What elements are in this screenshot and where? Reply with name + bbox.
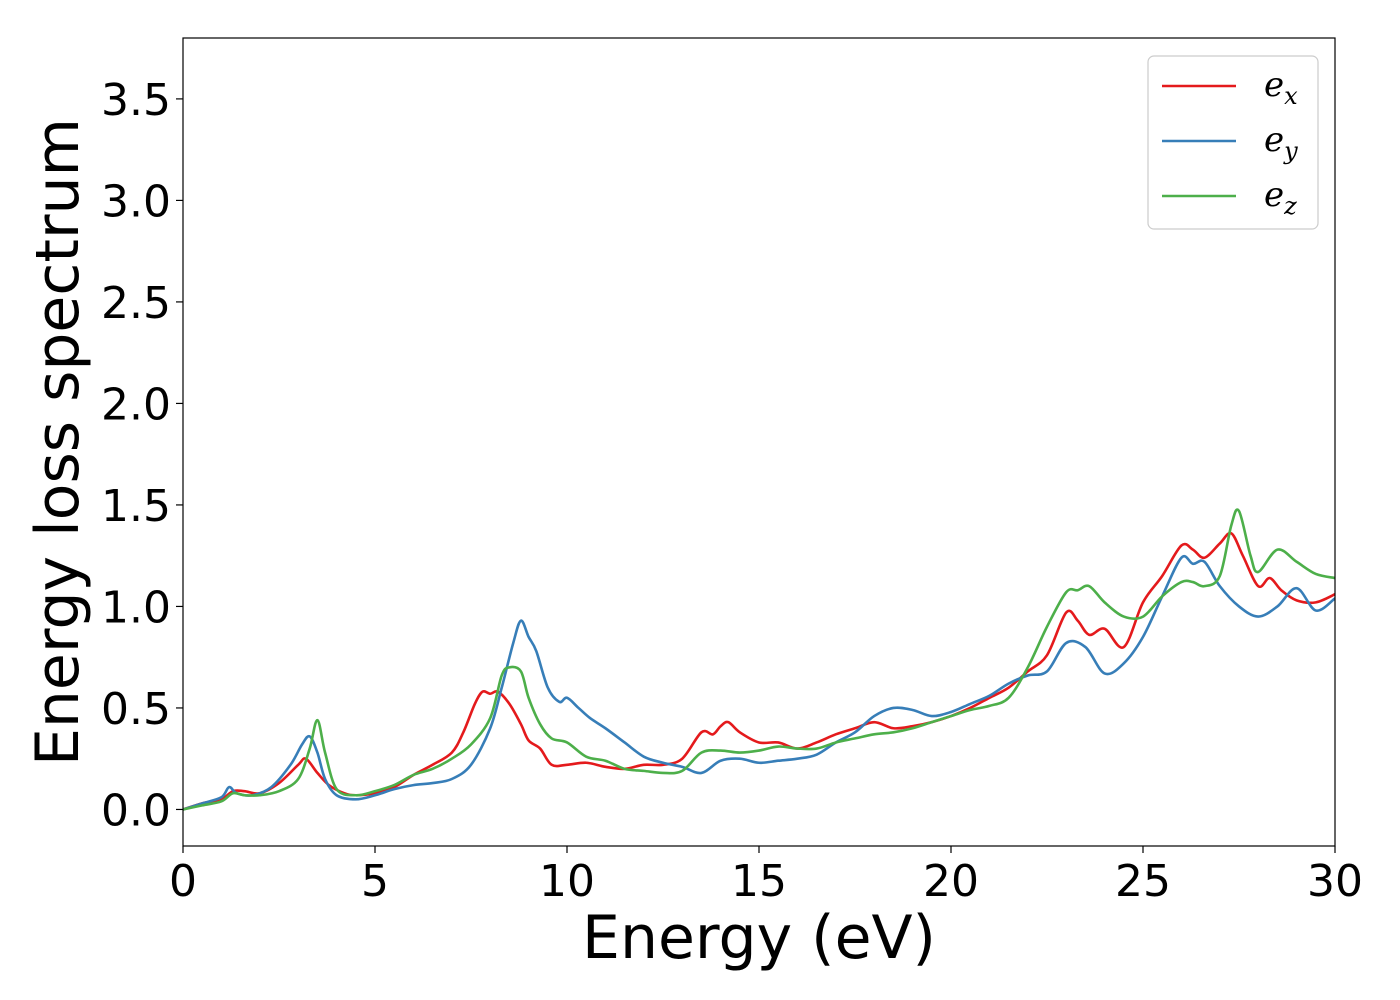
y-tick-label: 3.5 bbox=[101, 75, 171, 126]
y-tick-label: 0.5 bbox=[101, 684, 171, 735]
x-tick-label: 25 bbox=[1115, 856, 1171, 907]
legend-label-z: ez bbox=[1264, 175, 1297, 220]
y-tick-label: 0.0 bbox=[101, 785, 171, 836]
y-tick-label: 2.0 bbox=[101, 379, 171, 430]
y-axis-ticks: 0.0 0.5 1.0 1.5 2.0 2.5 3.0 3.5 bbox=[101, 75, 183, 836]
x-axis-ticks: 0 5 10 15 20 25 30 bbox=[169, 846, 1363, 907]
series-line-z bbox=[183, 508, 1335, 811]
x-tick-label: 10 bbox=[539, 856, 595, 907]
series-line-y bbox=[183, 554, 1335, 811]
legend-label-x: ex bbox=[1264, 65, 1298, 110]
y-tick-label: 3.0 bbox=[101, 176, 171, 227]
series-layer bbox=[183, 508, 1335, 811]
legend-box bbox=[1147, 55, 1319, 230]
y-tick-label: 1.5 bbox=[101, 481, 171, 532]
x-tick-label: 5 bbox=[361, 856, 389, 907]
y-tick-label: 2.5 bbox=[101, 278, 171, 329]
legend-label-y: ey bbox=[1264, 120, 1298, 165]
y-tick-label: 1.0 bbox=[101, 582, 171, 633]
x-axis-title: Energy (eV) bbox=[582, 903, 936, 973]
x-tick-label: 30 bbox=[1307, 856, 1363, 907]
x-tick-label: 15 bbox=[731, 856, 787, 907]
x-tick-label: 20 bbox=[923, 856, 979, 907]
legend: ex ey ez bbox=[1147, 55, 1319, 230]
y-axis-title: Energy loss spectrum bbox=[23, 118, 93, 766]
x-tick-label: 0 bbox=[169, 856, 197, 907]
